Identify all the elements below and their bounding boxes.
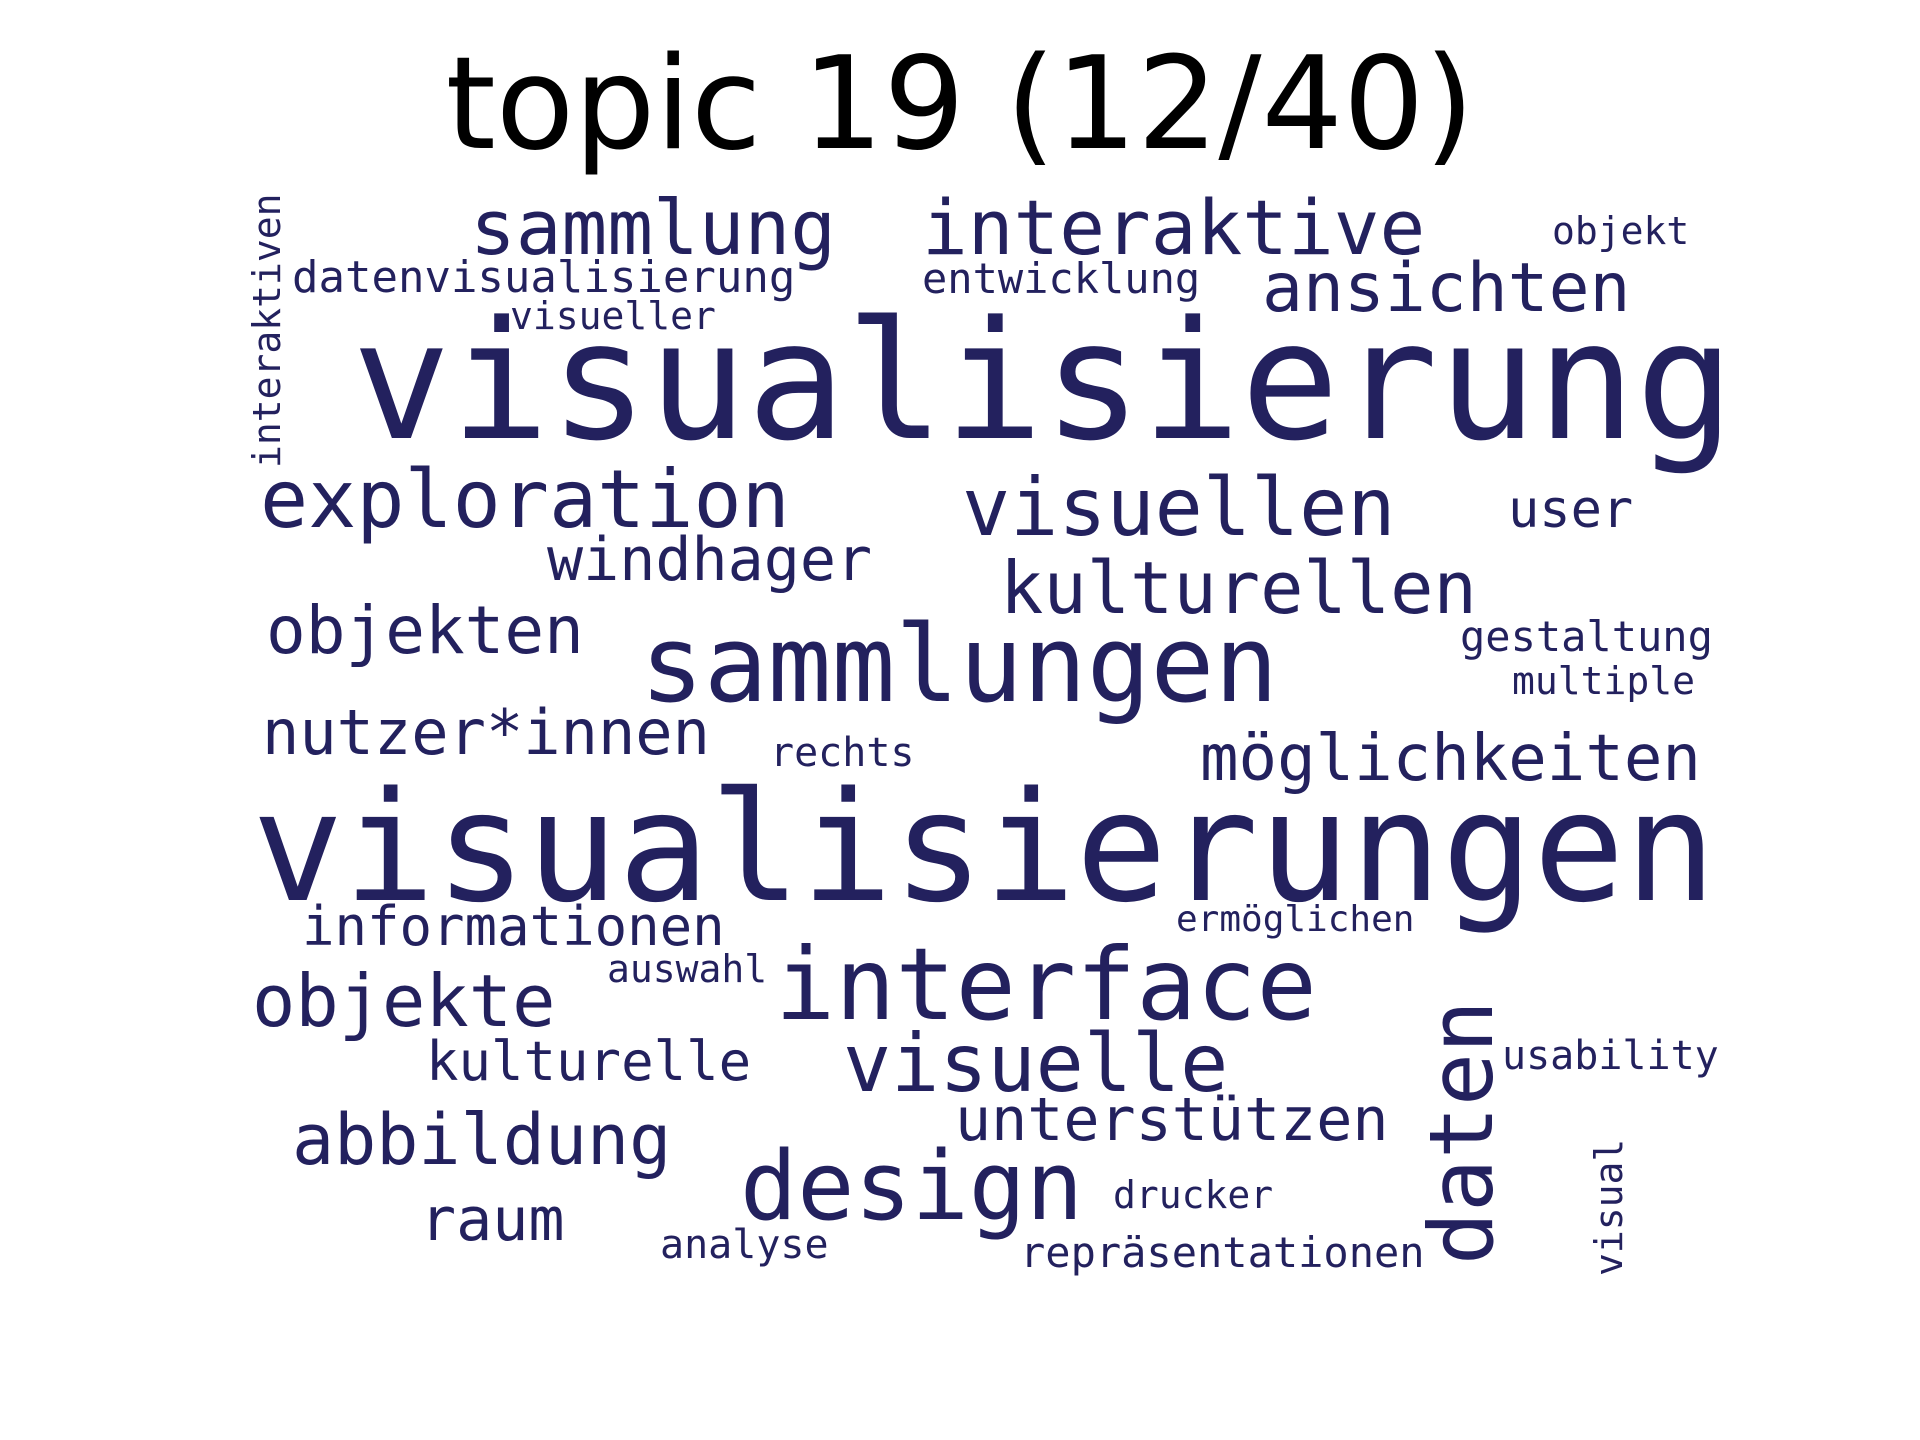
word-visuellen: visuellen: [962, 461, 1396, 554]
word-interface: interface: [775, 926, 1317, 1043]
word-interaktiven: interaktiven: [245, 193, 289, 468]
word-drucker: drucker: [1113, 1173, 1274, 1217]
word-kulturelle: kulturelle: [426, 1030, 752, 1093]
word-gestaltung: gestaltung: [1460, 612, 1713, 661]
word-ermoglichen: ermöglichen: [1176, 899, 1415, 940]
word-usability: usability: [1502, 1033, 1719, 1079]
word-visueller: visueller: [510, 294, 716, 338]
word-design: design: [740, 1132, 1084, 1242]
word-moglichkeiten: möglichkeiten: [1200, 722, 1701, 796]
word-objekte: objekte: [252, 959, 556, 1043]
word-unterstutzen: unterstützen: [955, 1085, 1389, 1155]
word-datenvisualisierung: datenvisualisierung: [292, 252, 796, 303]
word-objekten: objekten: [266, 592, 584, 669]
word-daten: daten: [1410, 1000, 1513, 1265]
word-informationen: informationen: [302, 895, 725, 958]
word-windhager: windhager: [547, 525, 873, 595]
word-entwicklung: entwicklung: [922, 254, 1201, 303]
word-auswahl: auswahl: [607, 947, 768, 991]
word-reprasentationen: repräsentationen: [1020, 1228, 1425, 1277]
word-rechts: rechts: [770, 730, 915, 776]
figure-title: topic 19 (12/40): [445, 30, 1475, 179]
word-exploration: exploration: [260, 453, 790, 546]
word-visuelle: visuelle: [843, 1017, 1229, 1110]
word-visualisierungen: visualisierungen: [252, 759, 1717, 936]
word-visual: visual: [1587, 1138, 1631, 1276]
word-objekt: objekt: [1552, 209, 1690, 253]
word-kulturellen: kulturellen: [1000, 546, 1477, 630]
word-interaktive: interaktive: [922, 183, 1426, 272]
word-analyse: analyse: [660, 1222, 829, 1268]
word-ansichten: ansichten: [1262, 249, 1631, 328]
word-multiple: multiple: [1512, 659, 1696, 703]
word-abbildung: abbildung: [292, 1099, 672, 1181]
word-raum: raum: [420, 1185, 565, 1255]
word-visualisierung: visualisierung: [352, 286, 1735, 477]
word-user: user: [1508, 480, 1634, 540]
word-nutzer-innen: nutzer*innen: [262, 696, 710, 769]
word-sammlung: sammlung: [470, 183, 837, 272]
word-sammlungen: sammlungen: [640, 603, 1279, 726]
